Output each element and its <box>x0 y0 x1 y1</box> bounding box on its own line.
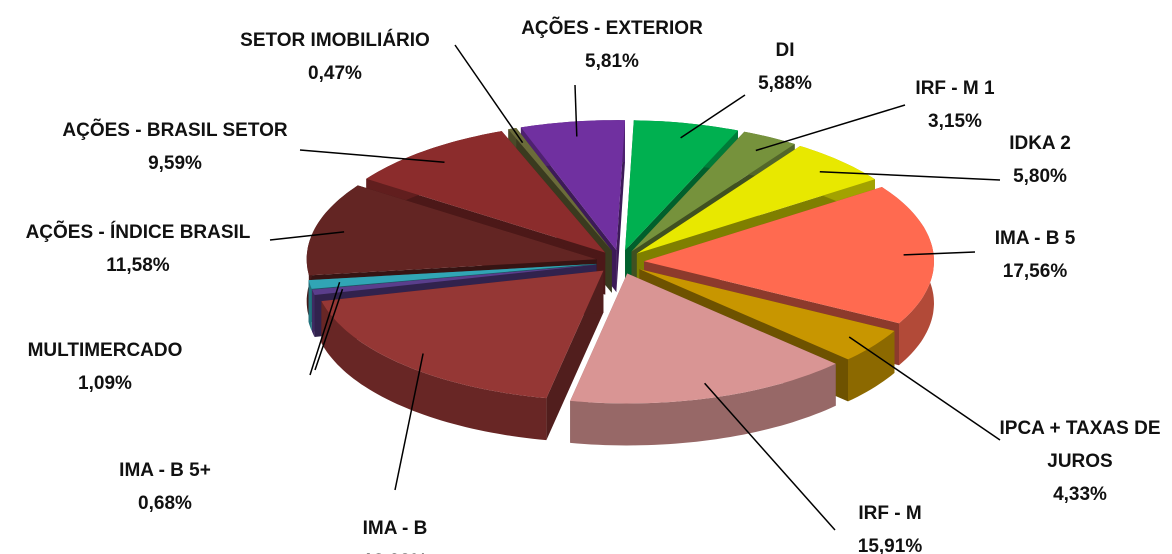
category-label: IRF - M <box>858 503 922 524</box>
slice-top <box>321 270 604 399</box>
slice-top <box>508 128 612 251</box>
value-label: 5,81% <box>585 51 639 72</box>
value-label: 17,56% <box>1002 261 1068 282</box>
slice-side <box>312 289 315 337</box>
slice-label: IRF - M 15,91% <box>858 497 922 554</box>
value-label: 5,88% <box>758 73 812 94</box>
category-label: MULTIMERCADO <box>27 340 183 361</box>
value-label: 18,08% <box>363 545 428 554</box>
slice-label: IMA - B 5+ 0,68% <box>119 454 211 520</box>
value-label: 3,15% <box>928 111 982 132</box>
category-label: AÇÕES - EXTERIOR <box>521 18 703 39</box>
slice-top <box>625 120 738 251</box>
slice-top <box>636 146 875 254</box>
slice-label: MULTIMERCADO 1,09% <box>28 334 183 400</box>
category-label: AÇÕES - BRASIL SETOR <box>62 120 288 141</box>
slice-side <box>308 280 312 331</box>
slice-top <box>631 131 795 252</box>
slice-top <box>312 264 597 295</box>
slice-label: AÇÕES - EXTERIOR 5,81% <box>521 12 703 78</box>
value-label: 0,47% <box>308 63 362 84</box>
value-label: 4,33% <box>1053 484 1107 505</box>
leader-line <box>819 170 1001 181</box>
slice-label: IMA - B 5 17,56% <box>995 222 1076 288</box>
category-label: AÇÕES - ÍNDICE BRASIL <box>25 222 251 243</box>
category-label: IPCA + TAXAS DE JUROS <box>999 418 1161 472</box>
slice-label: IDKA 2 5,80% <box>1009 127 1071 193</box>
slice-label: IMA - B 18,08% <box>363 512 428 554</box>
category-label: IMA - B 5+ <box>119 460 211 481</box>
category-label: IMA - B <box>362 518 428 539</box>
slice-top <box>366 131 606 253</box>
slice-label: IPCA + TAXAS DE JUROS 4,33% <box>990 412 1170 511</box>
leader-line <box>848 336 1001 441</box>
leader-line <box>309 281 341 376</box>
value-label: 0,68% <box>138 493 192 514</box>
value-label: 1,09% <box>78 373 132 394</box>
slice-top <box>308 263 597 289</box>
category-label: IMA - B 5 <box>994 228 1076 249</box>
value-label: 5,80% <box>1013 166 1067 187</box>
leader-line <box>454 44 524 144</box>
slice-side <box>321 301 547 441</box>
slice-label: IRF - M 1 3,15% <box>915 72 994 138</box>
leader-line <box>299 149 445 163</box>
slice-label: AÇÕES - BRASIL SETOR 9,59% <box>62 114 287 180</box>
slice-top <box>644 187 934 324</box>
value-label: 9,59% <box>148 153 202 174</box>
slice <box>570 273 836 446</box>
leader-line <box>903 251 976 256</box>
slice-label: SETOR IMOBILIÁRIO 0,47% <box>240 24 430 90</box>
slice-wall <box>616 120 625 293</box>
slice-label: AÇÕES - ÍNDICE BRASIL 11,58% <box>26 216 251 282</box>
slice-top <box>520 120 625 251</box>
leader-line <box>680 94 746 139</box>
slice-side <box>570 363 836 446</box>
value-label: 15,91% <box>857 536 923 554</box>
slice-top <box>639 269 895 360</box>
slice <box>321 270 604 441</box>
leader-line <box>574 84 578 137</box>
leader-line <box>755 104 906 152</box>
category-label: SETOR IMOBILIÁRIO <box>240 30 430 51</box>
leader-line <box>269 231 345 241</box>
slice-top <box>306 185 597 276</box>
leader-line <box>394 353 424 491</box>
slice-side <box>848 330 895 402</box>
leader-line <box>314 288 344 371</box>
slice-top <box>570 273 836 404</box>
leader-line <box>704 382 836 531</box>
category-label: IRF - M 1 <box>915 78 995 99</box>
category-label: IDKA 2 <box>1009 133 1071 154</box>
category-label: DI <box>775 40 795 61</box>
value-label: 11,58% <box>106 255 170 276</box>
slice-label: DI 5,88% <box>758 34 812 100</box>
